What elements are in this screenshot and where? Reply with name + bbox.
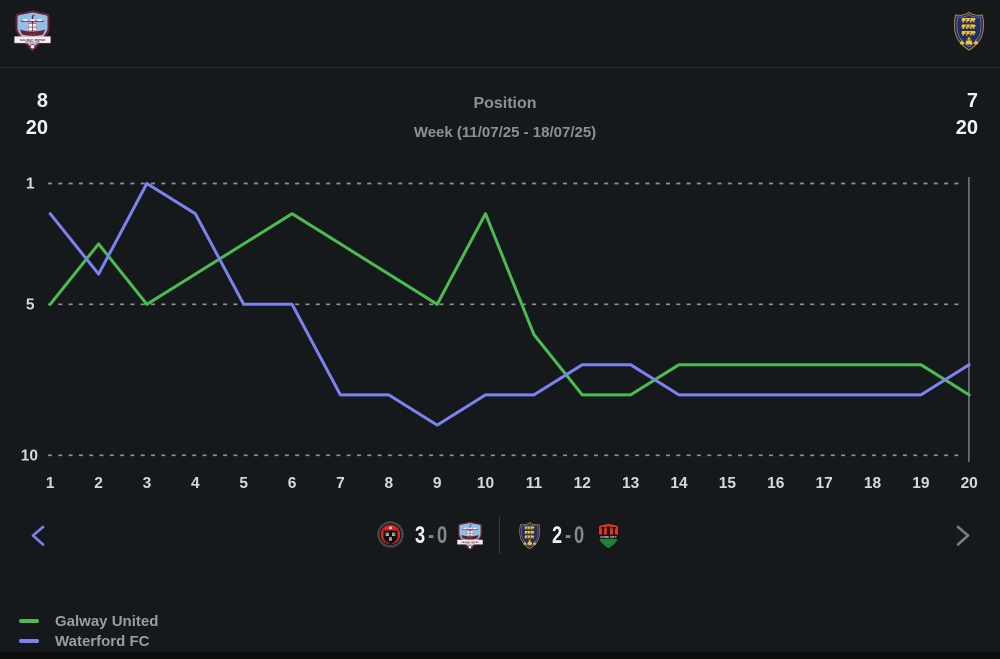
svg-text:6: 6 bbox=[288, 475, 297, 492]
svg-text:13: 13 bbox=[622, 475, 640, 492]
svg-text:16: 16 bbox=[767, 475, 785, 492]
svg-text:20: 20 bbox=[961, 475, 978, 492]
svg-text:14: 14 bbox=[670, 475, 688, 492]
svg-text:1: 1 bbox=[26, 176, 35, 193]
svg-text:5: 5 bbox=[239, 475, 248, 492]
svg-text:10: 10 bbox=[21, 448, 38, 465]
svg-text:9: 9 bbox=[433, 475, 442, 492]
svg-text:7: 7 bbox=[336, 475, 345, 492]
svg-text:8: 8 bbox=[384, 475, 393, 492]
svg-text:15: 15 bbox=[719, 475, 737, 492]
svg-text:10: 10 bbox=[477, 475, 494, 492]
svg-text:4: 4 bbox=[191, 475, 200, 492]
svg-text:17: 17 bbox=[815, 475, 832, 492]
svg-text:1: 1 bbox=[46, 475, 55, 492]
svg-text:5: 5 bbox=[26, 297, 35, 314]
svg-text:12: 12 bbox=[574, 475, 591, 492]
svg-text:11: 11 bbox=[526, 475, 543, 492]
svg-text:18: 18 bbox=[864, 475, 882, 492]
svg-text:2: 2 bbox=[94, 475, 103, 492]
svg-text:19: 19 bbox=[912, 475, 930, 492]
svg-text:3: 3 bbox=[143, 475, 152, 492]
